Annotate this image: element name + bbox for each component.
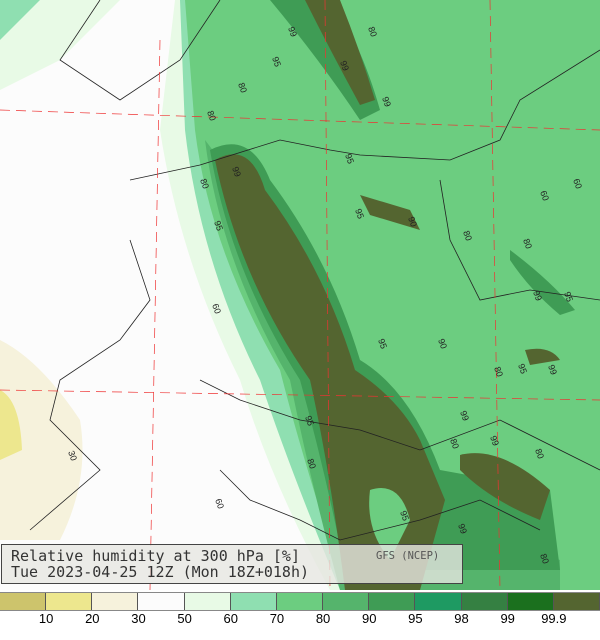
contour-label: 95 [376, 337, 389, 350]
legend-tick: 95 [408, 611, 423, 626]
contour-label: 60 [571, 177, 584, 190]
legend-tick: 98 [454, 611, 469, 626]
legend-swatch [461, 593, 508, 610]
map-title: Relative humidity at 300 hPa [%] [11, 547, 300, 565]
contour-label: 60 [213, 497, 226, 510]
contour-label: 80 [448, 437, 461, 450]
contour-label: 95 [212, 219, 225, 232]
legend-tick: 80 [315, 611, 331, 626]
legend-tick: 30 [131, 611, 146, 626]
legend-tick: 99 [500, 611, 515, 626]
contour-label: 80 [236, 81, 249, 94]
legend-tick: 50 [177, 611, 192, 626]
contour-label: 95 [343, 152, 356, 165]
legend-swatch [323, 593, 370, 610]
legend-swatch [92, 593, 139, 610]
contour-label: 99 [458, 409, 471, 422]
contour-label: 80 [533, 447, 546, 460]
legend-tick: 90 [361, 611, 377, 626]
legend-swatch [184, 593, 231, 610]
legend-tick: 10 [38, 611, 54, 626]
contour-label: 30 [66, 449, 79, 462]
contour-label: 80 [198, 177, 211, 190]
legend-swatch [415, 593, 462, 610]
title-box: Relative humidity at 300 hPa [%] Tue 202… [1, 544, 463, 584]
contour-label: 80 [305, 457, 318, 470]
legend-tick: 99.9 [541, 611, 567, 626]
contour-label: 60 [538, 189, 551, 202]
legend-ticks: 10 20 30 50 60 70 80 90 95 98 99 99.9 [0, 611, 600, 631]
contour-label: 95 [562, 290, 575, 303]
legend-tick: 70 [269, 611, 285, 626]
contour-label: 99 [338, 59, 351, 72]
legend-swatch [138, 593, 185, 610]
contour-label: 99 [488, 434, 501, 447]
legend-tick: 20 [85, 611, 100, 626]
contour-label: 95 [398, 509, 411, 522]
color-legend [0, 592, 600, 611]
contour-label: 99 [546, 363, 559, 376]
contour-label: 80 [366, 25, 379, 38]
legend-swatch [553, 593, 600, 610]
legend-swatch [369, 593, 416, 610]
legend-swatch [230, 593, 277, 610]
contour-label: 99 [531, 289, 544, 302]
contour-label: 90 [406, 215, 419, 228]
legend-swatch [46, 593, 93, 610]
contour-label: 95 [516, 362, 529, 375]
humidity-fill [0, 0, 600, 590]
contour-label: 80 [538, 552, 551, 565]
contour-label: 60 [210, 302, 223, 315]
contour-labels: 99 80 95 99 80 99 80 99 95 95 60 60 90 80 80 95 60 95 80 99… [66, 25, 584, 565]
contour-label: 80 [461, 229, 474, 242]
legend-swatch [507, 593, 554, 610]
legend-swatch [276, 593, 324, 610]
contour-label: 90 [436, 337, 449, 350]
borders [29, 0, 600, 541]
humidity-map: 99 80 95 99 80 99 80 99 95 95 60 60 90 80 80 95 60 95 80 99… [0, 0, 600, 590]
grid-lines [0, 0, 600, 590]
contour-label: 99 [380, 95, 393, 108]
contour-label: 95 [303, 414, 316, 427]
map-valid-time: Tue 2023-04-25 12Z (Mon 18Z+018h) [11, 563, 310, 581]
contour-label: 95 [353, 207, 366, 220]
contour-label: 99 [286, 25, 299, 38]
contour-label: 80 [205, 109, 218, 122]
legend-tick: 60 [223, 611, 238, 626]
legend-swatch [0, 593, 47, 610]
contour-label: 99 [456, 522, 469, 535]
contour-label: 99 [230, 165, 243, 178]
contour-label: 80 [492, 365, 505, 378]
contour-label: 95 [270, 55, 283, 68]
model-source: GFS (NCEP) [376, 550, 440, 562]
contour-label: 80 [521, 237, 534, 250]
